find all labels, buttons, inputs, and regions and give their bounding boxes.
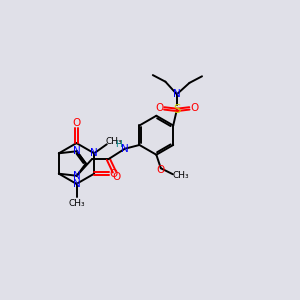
Text: N: N (121, 144, 129, 154)
Text: O: O (112, 172, 121, 182)
Text: CH₃: CH₃ (68, 199, 85, 208)
Text: N: N (90, 148, 98, 158)
Text: N: N (73, 179, 80, 189)
Text: H: H (115, 140, 122, 149)
Text: O: O (157, 165, 165, 175)
Text: O: O (155, 103, 163, 113)
Text: N: N (73, 171, 81, 181)
Text: CH₃: CH₃ (172, 171, 189, 180)
Text: CH₃: CH₃ (106, 137, 123, 146)
Text: O: O (190, 103, 199, 113)
Text: S: S (173, 103, 181, 116)
Text: O: O (72, 118, 81, 128)
Text: N: N (173, 89, 181, 99)
Text: N: N (73, 146, 81, 156)
Text: O: O (110, 169, 118, 179)
